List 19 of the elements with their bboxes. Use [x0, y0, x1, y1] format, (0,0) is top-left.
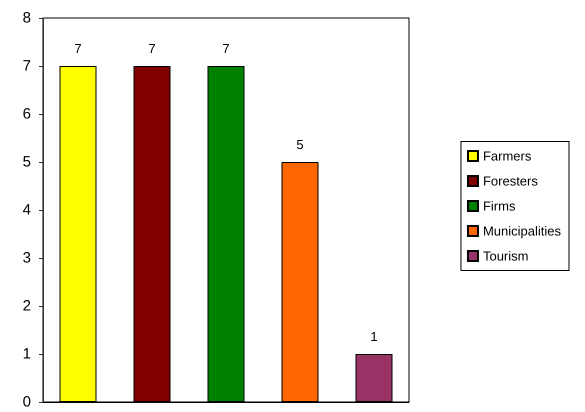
- y-tick-label: 2: [22, 298, 31, 314]
- data-label: 1: [370, 329, 378, 344]
- y-tick-label: 8: [22, 10, 31, 26]
- data-label: 7: [74, 41, 82, 56]
- y-tick-label: 1: [22, 346, 31, 362]
- legend-label: Firms: [482, 198, 516, 214]
- data-label: 7: [148, 41, 156, 56]
- y-tick-label: 5: [22, 154, 31, 170]
- legend-label: Municipalities: [482, 224, 562, 238]
- legend-label: Farmers: [482, 148, 532, 164]
- legend-label: Tourism: [482, 248, 528, 264]
- y-tick-label: 3: [22, 250, 31, 266]
- y-tick-label: 0: [22, 394, 31, 410]
- data-label: 7: [222, 41, 230, 56]
- y-tick-label: 6: [22, 106, 31, 122]
- data-label: 5: [296, 137, 304, 152]
- y-tick-label: 4: [22, 202, 31, 218]
- legend-label: Foresters: [482, 174, 538, 188]
- y-tick-label: 7: [22, 58, 31, 74]
